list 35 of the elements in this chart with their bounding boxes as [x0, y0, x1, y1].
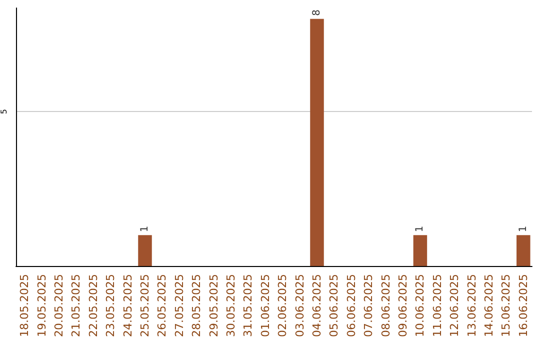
data-label: 1 — [140, 226, 150, 232]
x-tick-label: 31.05.2025 — [242, 274, 255, 338]
x-tick-label: 09.06.2025 — [396, 274, 410, 338]
x-tick-label: 25.05.2025 — [138, 274, 152, 338]
x-tick-label: 20.05.2025 — [52, 274, 66, 338]
x-tick-label: 16.06.2025 — [516, 274, 530, 338]
x-tick-label: 06.06.2025 — [344, 274, 358, 338]
x-tick-label: 18.05.2025 — [18, 274, 32, 338]
x-tick-label: 04.06.2025 — [310, 274, 324, 338]
x-tick-label: 08.06.2025 — [379, 274, 392, 338]
x-tick-label: 11.06.2025 — [430, 274, 444, 338]
x-tick-label: 19.05.2025 — [35, 274, 48, 338]
x-tick-label: 29.05.2025 — [207, 274, 220, 338]
x-tick-label: 15.06.2025 — [500, 274, 513, 338]
x-tick-label: 24.05.2025 — [121, 274, 134, 338]
x-tick-label: 21.05.2025 — [70, 274, 83, 338]
y-tick-label: 5 — [0, 108, 8, 114]
x-tick-label: 02.06.2025 — [276, 274, 290, 338]
data-label: 8 — [312, 9, 322, 16]
x-tick-label: 01.06.2025 — [258, 274, 272, 338]
x-tick-label: 05.06.2025 — [328, 274, 341, 338]
x-tick-label: 28.05.2025 — [190, 274, 204, 338]
x-tick-label: 03.06.2025 — [293, 274, 306, 338]
data-label: 1 — [518, 226, 529, 232]
x-tick-label: 13.06.2025 — [465, 274, 478, 338]
x-tick-label: 14.06.2025 — [482, 274, 496, 338]
x-tick-label: 07.06.2025 — [362, 274, 376, 338]
data-label: 1 — [414, 226, 426, 232]
x-tick-label: 30.05.2025 — [224, 274, 238, 338]
x-tick-label: 27.05.2025 — [172, 274, 186, 338]
x-tick-label: 10.06.2025 — [414, 274, 427, 338]
x-tick-label: 12.06.2025 — [448, 274, 462, 338]
x-tick-label: 22.05.2025 — [86, 274, 100, 338]
x-tick-label: 26.05.2025 — [156, 274, 169, 338]
x-tick-label: 23.05.2025 — [104, 274, 118, 338]
